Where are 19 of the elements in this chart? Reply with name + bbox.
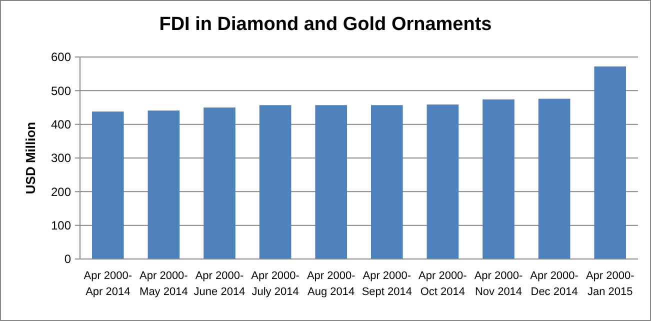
chart-title: FDI in Diamond and Gold Ornaments: [159, 14, 492, 35]
y-tick-label: 0: [64, 252, 72, 266]
y-tick-label: 500: [50, 84, 72, 98]
x-tick-label: Apr 2000-Nov 2014: [474, 270, 523, 298]
y-axis-title: USD Million: [23, 122, 38, 194]
x-tick-label: Apr 2000-Apr 2014: [84, 270, 132, 298]
x-tick-label: Apr 2000-Dec 2014: [530, 270, 579, 298]
x-tick-label: Apr 2000-Jan 2015: [586, 270, 635, 298]
x-tick-label: Apr 2000-Oct 2014: [418, 270, 468, 298]
y-tick-label: 100: [50, 218, 72, 233]
y-tick-label: 300: [50, 151, 72, 166]
x-tick-label: Apr 2000-July 2014: [251, 270, 300, 298]
x-tick-label: Apr 2000-May 2014: [140, 270, 188, 298]
y-tick-label: 600: [50, 50, 72, 64]
x-tick-label: Apr 2000-Sept 2014: [362, 270, 412, 298]
y-tick-label: 200: [50, 184, 72, 199]
x-tick-label: Apr 2000-June 2014: [194, 270, 246, 298]
y-tick-label: 400: [50, 118, 72, 132]
x-tick-label: Apr 2000-Aug 2014: [306, 270, 356, 298]
